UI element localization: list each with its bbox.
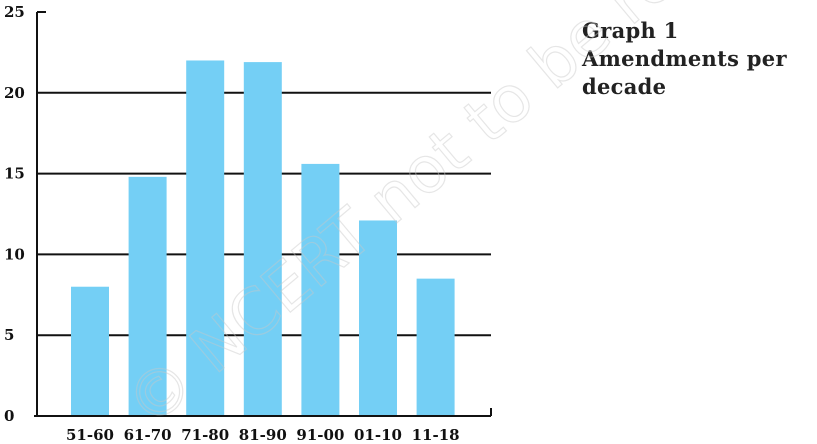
y-tick-label-20: 20 bbox=[4, 84, 25, 102]
caption-graph-number: Graph 1 bbox=[582, 18, 679, 43]
x-tick-label-51-60: 51-60 bbox=[66, 426, 114, 444]
caption-title-line-2: decade bbox=[582, 74, 667, 99]
bar-81-90 bbox=[243, 62, 282, 416]
x-tick-label-11-18: 11-18 bbox=[412, 426, 460, 444]
bar-11-18 bbox=[416, 278, 455, 416]
y-tick-label-25: 25 bbox=[4, 3, 25, 21]
y-tick-label-15: 15 bbox=[4, 165, 25, 183]
x-tick-label-61-70: 61-70 bbox=[124, 426, 172, 444]
x-tick-label-81-90: 81-90 bbox=[239, 426, 287, 444]
x-tick-label-71-80: 71-80 bbox=[181, 426, 229, 444]
bar-91-00 bbox=[301, 163, 340, 416]
caption-title-line: Amendments per bbox=[582, 46, 787, 71]
bar-61-70 bbox=[128, 176, 167, 416]
bar-71-80 bbox=[186, 60, 225, 416]
x-tick-label-01-10: 01-10 bbox=[354, 426, 402, 444]
y-tick-label-5: 5 bbox=[4, 326, 14, 344]
bar-51-60 bbox=[71, 286, 109, 416]
x-tick-label-91-00: 91-00 bbox=[296, 426, 344, 444]
bar-01-10 bbox=[359, 220, 397, 416]
chart-caption: Graph 1 Amendments per decade bbox=[582, 17, 812, 101]
y-tick-label-10: 10 bbox=[4, 245, 25, 263]
y-tick-label-0: 0 bbox=[4, 407, 14, 425]
